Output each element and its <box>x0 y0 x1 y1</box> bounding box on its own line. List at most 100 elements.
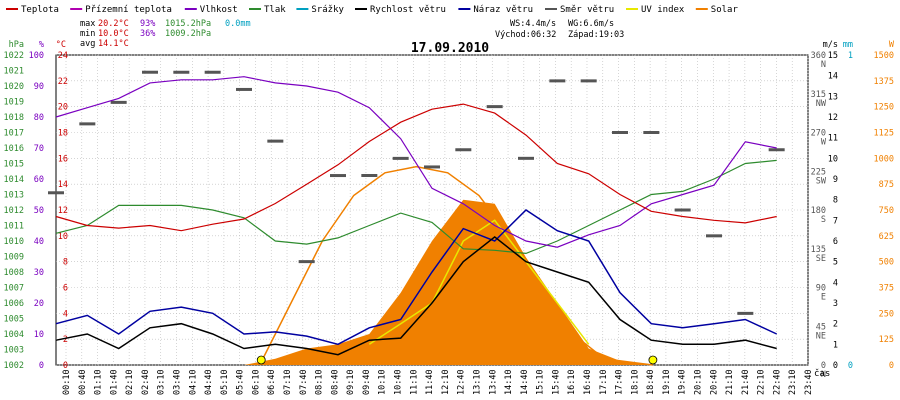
pressure-tick-label: 1015 <box>4 160 24 170</box>
pressure-tick-label: 1007 <box>4 284 24 294</box>
sunrise-info: Východ:06:32 <box>495 30 556 40</box>
legend-label: Vlhkost <box>200 5 238 15</box>
direction-tick-sublabel: SW <box>816 176 827 186</box>
wind-tick-label: 12 <box>828 113 838 123</box>
stats-humidity: 93% <box>140 19 155 29</box>
x-tick-label: 12:10 <box>441 369 451 395</box>
temperature-tick-label: 10 <box>58 232 68 242</box>
humidity-tick-label: 80 <box>34 113 44 123</box>
pressure-tick-label: 1003 <box>4 346 24 356</box>
wind-tick-label: 14 <box>828 72 838 82</box>
wind-speed-info: WS:4.4m/s <box>510 19 556 29</box>
solar-tick-label: 1000 <box>874 154 894 164</box>
wind-tick-label: 7 <box>833 216 838 226</box>
wind-tick-label: 1 <box>833 340 838 350</box>
x-tick-label: 00:10 <box>62 369 72 395</box>
x-tick-label: 02:10 <box>125 369 135 395</box>
x-tick-label: 00:40 <box>78 369 88 395</box>
pressure-tick-label: 1009 <box>4 253 24 263</box>
x-tick-label: 16:40 <box>583 369 593 395</box>
x-tick-label: 14:40 <box>520 369 530 395</box>
x-tick-label: 09:10 <box>346 369 356 395</box>
pressure-tick-label: 1022 <box>4 51 24 61</box>
legend-label: Směr větru <box>560 5 614 15</box>
x-tick-label: 14:10 <box>504 369 514 395</box>
rain-axis-unit: mm <box>843 40 853 50</box>
x-tick-label: 04:40 <box>204 369 214 395</box>
legend-label: Rychlost větru <box>370 5 446 15</box>
humidity-tick-label: 20 <box>34 299 44 309</box>
x-tick-label: 08:40 <box>330 369 340 395</box>
x-tick-label: 13:10 <box>472 369 482 395</box>
x-tick-label: 16:10 <box>567 369 577 395</box>
direction-tick-label: 135 <box>811 245 826 255</box>
x-tick-label: 20:40 <box>709 369 719 395</box>
pressure-tick-label: 1021 <box>4 67 24 77</box>
temperature-tick-label: 12 <box>58 206 68 216</box>
direction-tick-sublabel: S <box>821 215 826 225</box>
pressure-tick-label: 1012 <box>4 206 24 216</box>
legend-label: UV index <box>641 5 685 15</box>
temperature-tick-label: 4 <box>63 309 68 319</box>
direction-tick-sublabel: NW <box>816 99 827 109</box>
x-tick-label: 10:40 <box>394 369 404 395</box>
wind-speed-line <box>55 235 777 356</box>
direction-tick-label: 270 <box>811 129 826 139</box>
direction-tick-label: 0 <box>821 361 826 371</box>
temperature-axis-unit: °C <box>56 40 66 50</box>
solar-tick-label: 0 <box>889 361 894 371</box>
stats-pressure: 1015.2hPa <box>165 19 211 29</box>
temperature-tick-label: 14 <box>58 180 68 190</box>
wind-tick-label: 0 <box>833 361 838 371</box>
rain-tick-label: 1 <box>848 51 853 61</box>
x-tick-label: 09:40 <box>362 369 372 395</box>
pressure-tick-label: 1014 <box>4 175 24 185</box>
x-tick-label: 05:40 <box>236 369 246 395</box>
x-tick-label: 07:40 <box>299 369 309 395</box>
x-tick-label: 15:10 <box>536 369 546 395</box>
pressure-tick-label: 1016 <box>4 144 24 154</box>
pressure-tick-label: 1010 <box>4 237 24 247</box>
wind-tick-label: 13 <box>828 92 838 102</box>
wind-tick-label: 6 <box>833 237 838 247</box>
wind-tick-label: 11 <box>828 134 838 144</box>
x-tick-label: 08:10 <box>315 369 325 395</box>
temperature-tick-label: 22 <box>58 77 68 87</box>
solar-tick-label: 1250 <box>874 103 894 113</box>
x-tick-label: 03:10 <box>157 369 167 395</box>
wind-tick-label: 4 <box>833 278 838 288</box>
stats-rain: 0.0mm <box>225 19 251 29</box>
wind-tick-label: 10 <box>828 154 838 164</box>
solar-tick-label: 375 <box>879 284 894 294</box>
humidity-axis-unit: % <box>39 40 44 50</box>
x-tick-label: 21:40 <box>741 369 751 395</box>
x-tick-label: 23:10 <box>788 369 798 395</box>
temperature-tick-label: 2 <box>63 335 68 345</box>
chart-date: 17.09.2010 <box>411 41 489 56</box>
x-tick-label: 11:40 <box>425 369 435 395</box>
x-tick-label: 02:40 <box>141 369 151 395</box>
legend-label: Přízemní teplota <box>85 5 172 15</box>
humidity-tick-label: 70 <box>34 144 44 154</box>
sun-marker <box>648 355 658 365</box>
stats-temp: 10.0°C <box>98 29 129 39</box>
temperature-tick-label: 24 <box>58 51 68 61</box>
x-tick-label: 01:10 <box>94 369 104 395</box>
wind-tick-label: 15 <box>828 51 838 61</box>
uv-index-line <box>368 219 590 345</box>
direction-tick-sublabel: N <box>821 60 826 70</box>
humidity-tick-label: 0 <box>39 361 44 371</box>
temperature-tick-label: 8 <box>63 258 68 268</box>
x-tick-label: 17:40 <box>615 369 625 395</box>
x-tick-label: 03:40 <box>173 369 183 395</box>
x-tick-label: 13:40 <box>488 369 498 395</box>
wind-tick-label: 5 <box>833 258 838 268</box>
pressure-line <box>55 159 777 255</box>
x-tick-label: 07:10 <box>283 369 293 395</box>
x-tick-label: 20:10 <box>693 369 703 395</box>
direction-tick-label: 225 <box>811 167 826 177</box>
pressure-tick-label: 1017 <box>4 129 24 139</box>
direction-tick-sublabel: SE <box>816 254 826 264</box>
temperature-tick-label: 6 <box>63 284 68 294</box>
